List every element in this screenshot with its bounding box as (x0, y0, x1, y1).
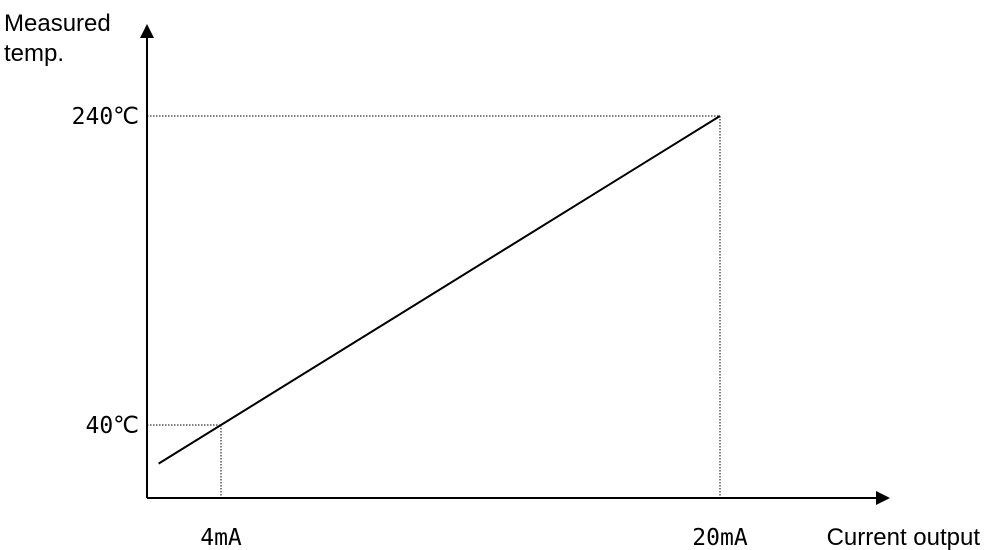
y-axis-label-line-1: Measured (4, 10, 111, 37)
y-tick-label-0: 40℃ (85, 413, 139, 439)
x-tick-label-1: 20mA (692, 525, 748, 550)
reference-lines (147, 115, 721, 498)
series-line-0 (158, 115, 721, 465)
tick-labels: 40℃ 240℃ 4mA 20mA (72, 104, 748, 550)
x-tick-label-0: 4mA (200, 525, 242, 550)
y-tick-label-1: 240℃ (72, 104, 139, 130)
series-group (158, 115, 721, 465)
x-axis-label: Current output (827, 524, 981, 550)
y-axis-label-line-2: temp. (4, 40, 64, 67)
